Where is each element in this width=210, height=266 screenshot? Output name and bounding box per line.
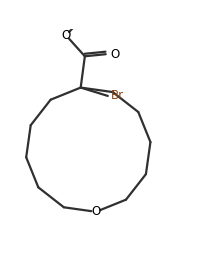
- Text: O: O: [91, 205, 101, 218]
- Text: O: O: [62, 29, 71, 42]
- Text: Br: Br: [111, 89, 124, 102]
- Text: O: O: [110, 48, 119, 61]
